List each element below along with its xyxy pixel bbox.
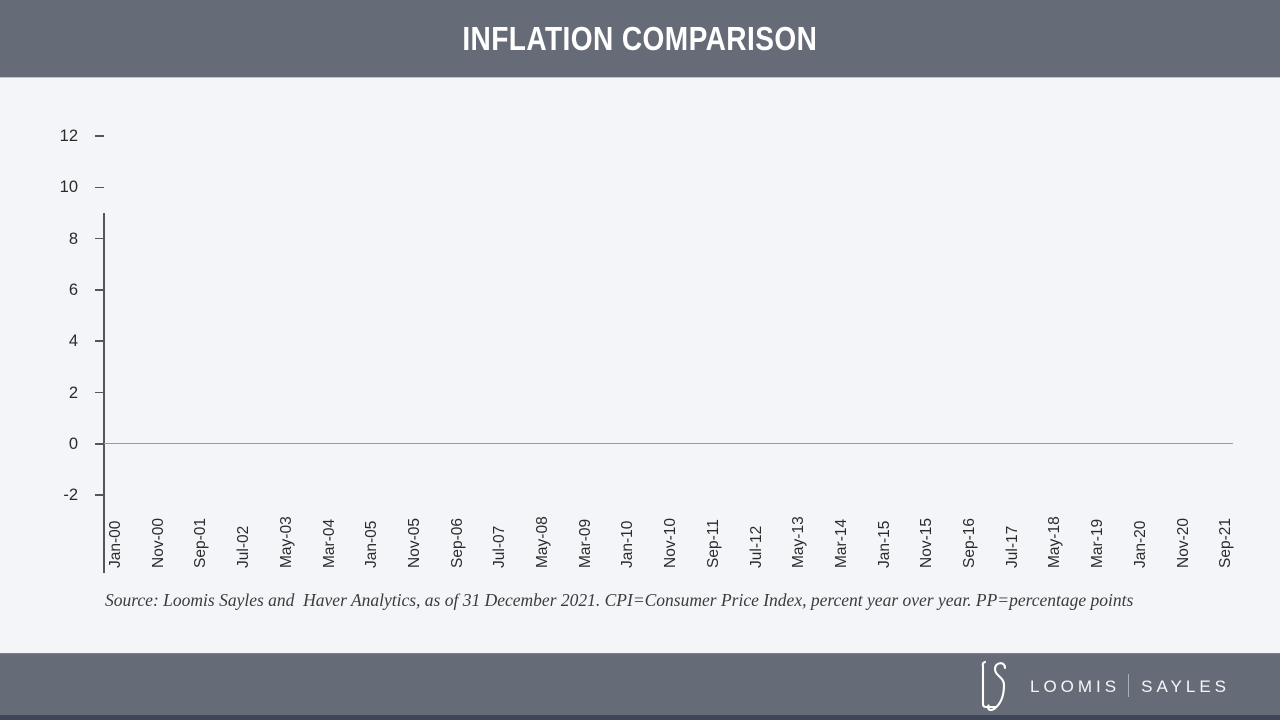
x-axis-label: Jan-15 <box>875 520 893 568</box>
y-axis-tick <box>95 391 104 394</box>
x-axis-label: Sep-21 <box>1217 518 1235 568</box>
y-axis-label: -2 <box>63 486 78 505</box>
x-axis-label: Sep-06 <box>448 518 466 568</box>
y-axis-tick <box>95 186 104 189</box>
x-axis-label: May-18 <box>1046 516 1064 568</box>
x-axis-label: Sep-16 <box>961 518 978 568</box>
y-axis-label: 4 <box>68 332 78 351</box>
y-axis-tick <box>95 289 104 291</box>
footer-bar: LOOMIS SAYLES <box>0 653 1280 720</box>
x-axis-label: Nov-05 <box>405 518 423 568</box>
brand-sayles: SAYLES <box>1141 676 1230 696</box>
x-axis-label: Nov-00 <box>149 518 167 568</box>
y-axis-label: 6 <box>68 280 78 299</box>
x-axis-label: Jan-00 <box>107 520 124 568</box>
y-axis-label: 8 <box>68 229 78 248</box>
y-axis-tick <box>95 237 104 240</box>
x-axis-label: Sep-11 <box>704 519 722 568</box>
y-axis-label: 12 <box>59 127 78 145</box>
brand-lockup: LOOMIS SAYLES <box>972 654 1230 716</box>
ls-monogram-logo <box>981 660 1007 712</box>
x-axis-label: Jul-17 <box>1003 525 1021 568</box>
x-axis-label: Nov-20 <box>1174 518 1192 568</box>
y-axis-tick <box>95 443 104 445</box>
y-axis-label: 2 <box>68 383 78 402</box>
brand-loomis: LOOMIS <box>1029 676 1121 696</box>
x-axis-label: May-03 <box>277 516 295 568</box>
x-axis-label: Jul-02 <box>235 525 253 568</box>
x-axis-label: Mar-19 <box>1089 518 1107 568</box>
zero-baseline <box>95 443 1233 445</box>
x-axis-label: Mar-04 <box>320 518 338 568</box>
source-note: Source: Loomis Sayles and Haver Analytic… <box>105 590 1134 610</box>
y-axis-tick <box>95 135 104 137</box>
y-axis-label: 0 <box>68 434 78 453</box>
x-axis-label: Mar-09 <box>576 518 594 568</box>
y-axis-tick <box>95 494 104 496</box>
page-title: INFLATION COMPARISON <box>462 19 818 57</box>
y-axis-tick <box>95 340 104 342</box>
x-axis-label: Jan-05 <box>363 520 381 568</box>
y-axis-label: 10 <box>59 178 78 197</box>
x-axis-label: Mar-14 <box>832 518 850 568</box>
brand-divider <box>1128 673 1130 697</box>
x-axis-label: May-08 <box>534 516 551 568</box>
x-axis-label: Jul-07 <box>491 525 509 568</box>
chart-area: 12 10 8 6 4 2 0 -2 Jan-00 Nov-00 Sep-01 Jul-02 May-0… <box>0 78 1280 653</box>
x-axis-label: Jan-10 <box>619 520 637 568</box>
footer-accent-strip <box>0 715 1280 720</box>
x-axis-label: May-13 <box>790 516 808 568</box>
slide-header: INFLATION COMPARISON <box>0 0 1280 78</box>
x-axis-label: Jul-12 <box>747 525 765 568</box>
x-axis-label: Sep-01 <box>192 518 210 568</box>
x-axis-label: Jan-20 <box>1131 520 1149 568</box>
x-axis-label: Nov-10 <box>662 518 680 568</box>
x-axis-label: Nov-15 <box>918 518 936 568</box>
